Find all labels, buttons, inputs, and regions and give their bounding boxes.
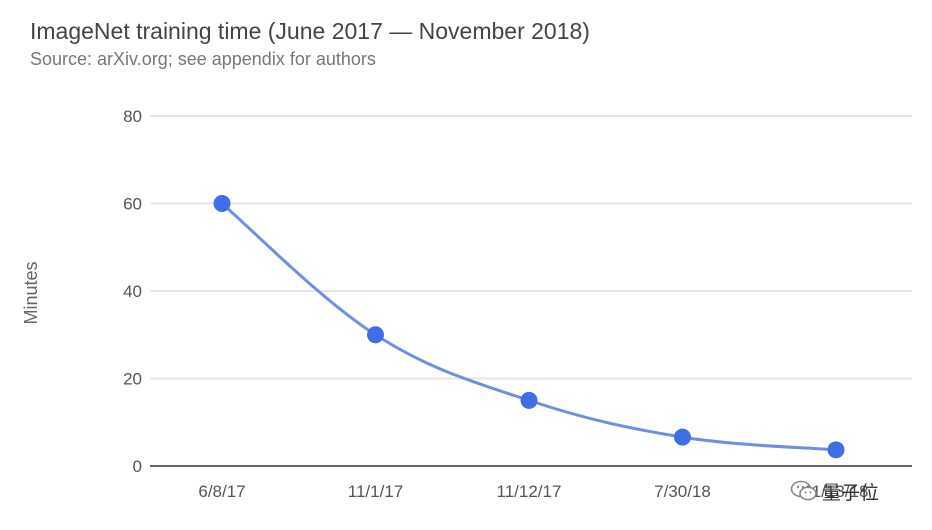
y-tick-label: 20 xyxy=(123,370,142,389)
y-axis-ticks: 0 20 40 60 80 xyxy=(123,107,142,476)
y-tick-label: 80 xyxy=(123,107,142,126)
y-tick-label: 60 xyxy=(123,195,142,214)
data-point xyxy=(674,428,691,446)
x-tick-label: 11/1/17 xyxy=(348,482,403,501)
data-point xyxy=(827,441,845,459)
wechat-icon xyxy=(790,480,817,501)
x-tick-label: 7/30/18 xyxy=(654,482,711,501)
data-point xyxy=(520,391,538,409)
data-point xyxy=(213,195,231,212)
y-tick-label: 40 xyxy=(123,282,142,301)
gridlines xyxy=(150,115,912,380)
y-tick-label: 0 xyxy=(133,457,142,476)
watermark: 量子位 xyxy=(790,476,879,506)
y-axis-title: Minutes xyxy=(21,261,41,324)
series-layer xyxy=(213,195,845,459)
x-tick-label: 11/13/18 xyxy=(804,482,869,501)
x-tick-label: 11/12/17 xyxy=(497,482,562,501)
x-tick-label: 6/8/17 xyxy=(198,482,245,501)
data-point xyxy=(367,326,384,344)
series-line xyxy=(220,202,838,452)
x-axis-ticks: 6/8/17 11/1/17 11/12/17 7/30/18 11/13/18 xyxy=(198,482,868,501)
chart-subtitle: Source: arXiv.org; see appendix for auth… xyxy=(30,49,376,69)
chart-title: ImageNet training time (June 2017 — Nove… xyxy=(30,18,590,44)
watermark-text: 量子位 xyxy=(822,482,880,504)
